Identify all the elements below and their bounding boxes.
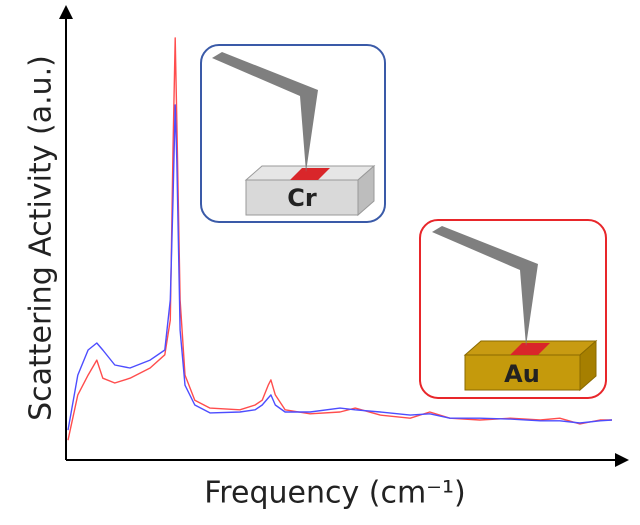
y-axis-label: Scattering Activity (a.u.): [24, 55, 59, 421]
spectrum-line: [67, 37, 612, 441]
slab-front: [464, 354, 581, 391]
x-axis-label: Frequency (cm⁻¹): [204, 476, 466, 511]
inset-label: Cr: [287, 184, 317, 212]
lines: [67, 37, 613, 441]
spectrum-line: [67, 104, 613, 431]
slab-front: [245, 179, 359, 216]
sample: [510, 343, 550, 355]
au-inset: Au: [419, 219, 607, 399]
cantilever: [432, 226, 538, 346]
cantilever: [212, 52, 318, 172]
sample: [290, 168, 330, 180]
inset-label: Au: [504, 360, 540, 388]
cr-inset: Cr: [200, 44, 386, 223]
